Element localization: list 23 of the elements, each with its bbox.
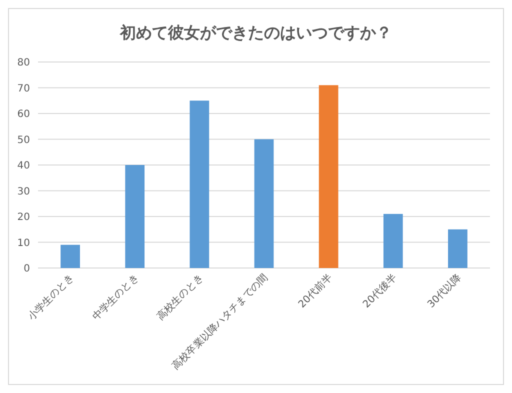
y-tick-label: 0	[24, 264, 30, 274]
y-tick-label: 20	[17, 212, 30, 223]
bar	[448, 229, 468, 268]
bar	[190, 100, 210, 268]
x-tick-label: 中学生のとき	[90, 272, 141, 323]
y-tick-label: 40	[17, 160, 30, 172]
y-tick-label: 50	[17, 134, 30, 146]
y-tick-label: 60	[17, 109, 30, 120]
bar	[318, 85, 338, 268]
x-tick-label: 高校生のとき	[154, 272, 206, 323]
bar	[60, 244, 80, 268]
x-tick-label: 20代後半	[360, 272, 400, 310]
x-tick-label: 小学生のとき	[25, 272, 76, 323]
x-tick-label: 20代前半	[296, 272, 335, 310]
y-tick-label: 30	[17, 186, 30, 198]
chart-title: 初めて彼女ができたのはいつですか？	[119, 23, 392, 42]
x-tick-label: 30代以降	[425, 272, 464, 310]
y-tick-label: 80	[17, 58, 30, 68]
y-tick-label: 70	[17, 83, 30, 94]
bar	[254, 139, 274, 268]
bar	[125, 165, 145, 268]
y-tick-label: 10	[17, 238, 30, 249]
bar	[383, 214, 403, 268]
